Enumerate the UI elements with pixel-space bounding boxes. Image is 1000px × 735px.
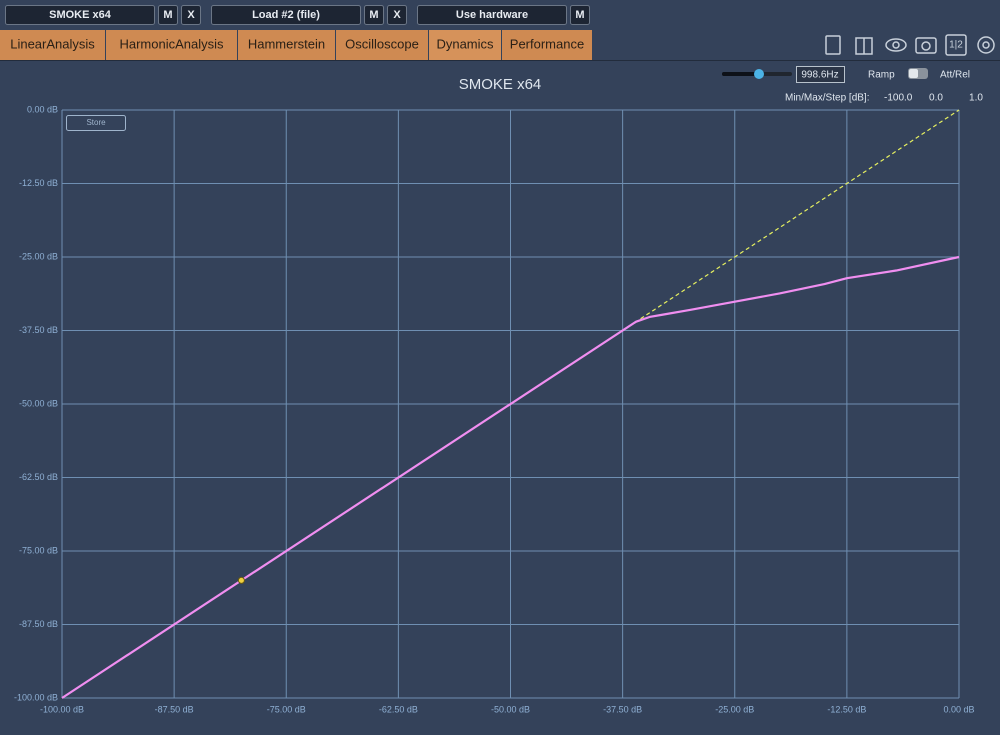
tab[interactable] (429, 30, 501, 60)
split-icon[interactable] (945, 34, 967, 56)
eye-pupil (892, 41, 900, 49)
toolbar-button[interactable] (181, 5, 201, 25)
toolbar-button-label: X (187, 9, 195, 21)
y-tick-label: -25.00 dB (19, 251, 58, 261)
y-tick-label: -87.50 dB (19, 619, 58, 629)
chart-title: SMOKE x64 (459, 76, 542, 93)
y-tick-label: -37.50 dB (19, 325, 58, 335)
camera-icon[interactable] (915, 37, 937, 54)
toolbar-field[interactable] (5, 5, 155, 25)
plot: -100.00 dB -87.50 dB -75.00 dB -62.50 dB -50… (14, 104, 975, 714)
y-tick-label: -75.00 dB (19, 545, 58, 555)
slider-knob[interactable] (754, 69, 764, 79)
y-tick-label: 0.00 dB (27, 104, 58, 114)
y-tick-label: -50.00 dB (19, 398, 58, 408)
toolbar-field-label: Load #2 (file) (252, 9, 320, 21)
step-value[interactable]: 1.0 (969, 93, 983, 104)
frequency-value: 998.6Hz (801, 70, 838, 81)
settings-icon[interactable] (977, 36, 995, 54)
toolbar-button-label: M (575, 9, 584, 21)
book-icon[interactable] (855, 37, 873, 55)
tab-label: Dynamics (436, 36, 494, 51)
toolbar-field-label: Use hardware (456, 9, 528, 21)
toolbar-field-label: SMOKE x64 (49, 9, 112, 21)
tab-label: HarmonicAnalysis (119, 36, 224, 51)
toolbar-button[interactable] (570, 5, 590, 25)
x-tick-label: -62.50 dB (379, 704, 418, 714)
tab-label: Performance (510, 36, 584, 51)
toolbar-button[interactable] (387, 5, 407, 25)
x-tick-label: 0.00 dB (943, 704, 974, 714)
toolbar-icons (825, 34, 995, 56)
min-value[interactable]: -100.0 (884, 93, 913, 104)
settings-hub (982, 41, 990, 49)
toolbar-button[interactable] (158, 5, 178, 25)
tab[interactable] (336, 30, 428, 60)
max-value[interactable]: 0.0 (929, 93, 943, 104)
y-tick-label: -12.50 dB (19, 178, 58, 188)
x-tick-label: -25.00 dB (715, 704, 754, 714)
series-line (640, 109, 960, 320)
ramp-label: Ramp (868, 70, 895, 81)
camera-lens (921, 41, 931, 51)
toggle-knob (909, 69, 918, 78)
min-max-step-label: Min/Max/Step [dB]: (785, 93, 869, 104)
frequency-box[interactable] (796, 66, 845, 83)
tab-label: Hammerstein (248, 36, 325, 51)
series-line (61, 255, 960, 699)
tab[interactable] (106, 30, 237, 60)
y-tick-label: -100.00 dB (14, 692, 58, 702)
tab-label: Oscilloscope (345, 36, 419, 51)
eye-icon[interactable] (885, 38, 907, 52)
att-rel-label: Att/Rel (940, 70, 970, 81)
x-tick-label: -50.00 dB (491, 704, 530, 714)
tab[interactable] (0, 30, 105, 60)
toolbar-field[interactable] (417, 5, 567, 25)
store-label: Store (86, 118, 106, 127)
x-tick-label: -100.00 dB (40, 704, 84, 714)
toolbar-field[interactable] (211, 5, 361, 25)
notes-icon[interactable] (825, 35, 841, 55)
tab[interactable] (238, 30, 335, 60)
toolbar-button-label: X (393, 9, 401, 21)
tab[interactable] (502, 30, 592, 60)
y-tick-label: -62.50 dB (19, 472, 58, 482)
x-tick-label: -37.50 dB (603, 704, 642, 714)
toolbar-button[interactable] (364, 5, 384, 25)
x-tick-label: -87.50 dB (155, 704, 194, 714)
store-button[interactable] (66, 115, 126, 131)
toolbar-button-label: M (163, 9, 172, 21)
x-tick-label: -12.50 dB (827, 704, 866, 714)
toolbar-button-label: M (369, 9, 378, 21)
tab-label: LinearAnalysis (10, 36, 95, 51)
split-icon-label: 1|2 (949, 40, 963, 51)
marker-point[interactable] (237, 576, 245, 584)
x-tick-label: -75.00 dB (267, 704, 306, 714)
